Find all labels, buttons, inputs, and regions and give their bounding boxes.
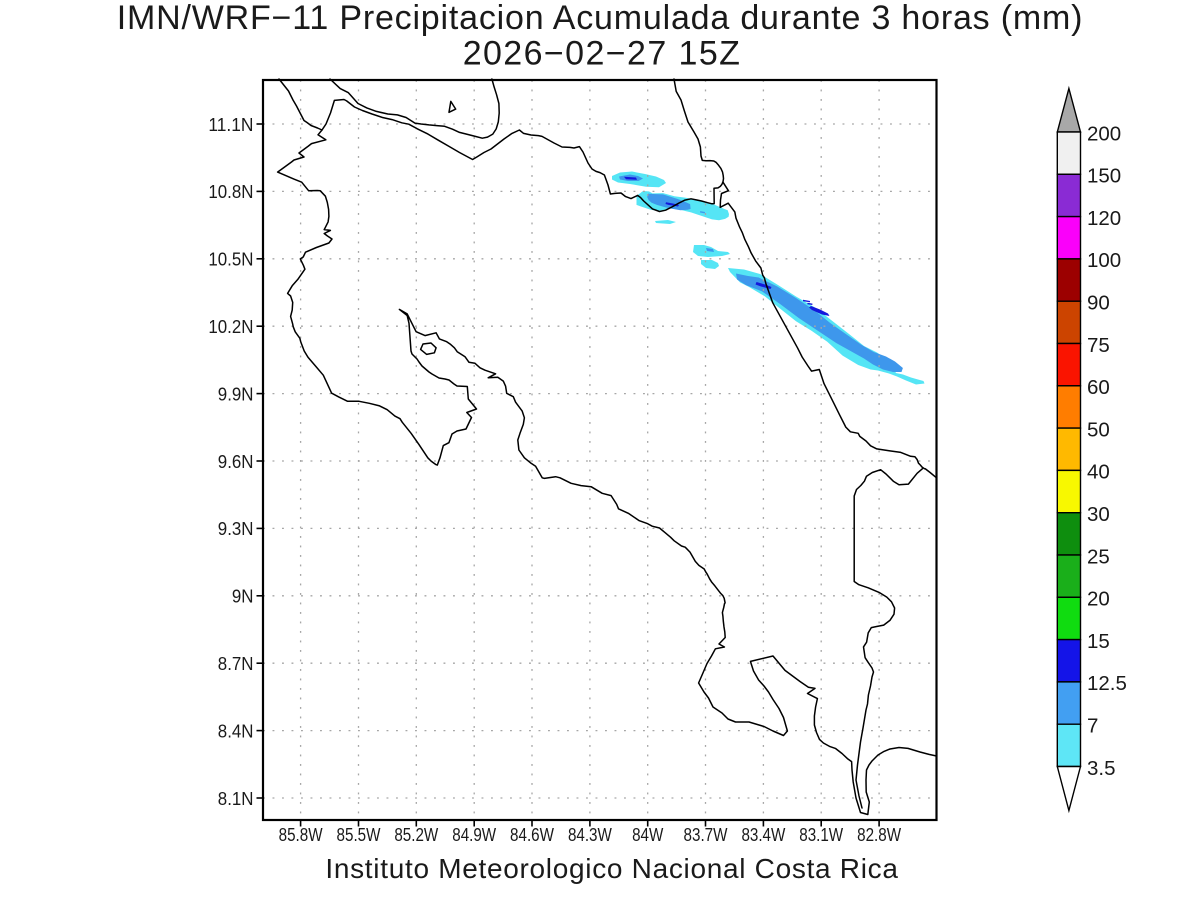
- svg-text:100: 100: [1087, 249, 1121, 272]
- svg-text:7: 7: [1087, 715, 1098, 738]
- svg-text:85.8W: 85.8W: [279, 825, 323, 845]
- svg-text:50: 50: [1087, 418, 1110, 441]
- svg-text:15: 15: [1087, 630, 1110, 653]
- svg-text:10.5N: 10.5N: [208, 250, 253, 270]
- svg-text:83.7W: 83.7W: [684, 825, 728, 845]
- svg-text:9.9N: 9.9N: [218, 384, 254, 404]
- svg-text:150: 150: [1087, 165, 1121, 188]
- svg-text:82.8W: 82.8W: [857, 825, 901, 845]
- svg-text:200: 200: [1087, 122, 1121, 145]
- svg-text:10.8N: 10.8N: [208, 182, 253, 202]
- svg-text:3.5: 3.5: [1087, 757, 1116, 780]
- svg-text:25: 25: [1087, 545, 1110, 568]
- svg-text:20: 20: [1087, 588, 1110, 611]
- svg-text:9.3N: 9.3N: [218, 519, 254, 539]
- svg-text:9.6N: 9.6N: [218, 452, 254, 472]
- svg-text:8.1N: 8.1N: [218, 789, 254, 809]
- svg-text:2026−02−27 15Z: 2026−02−27 15Z: [463, 35, 742, 73]
- svg-text:83.1W: 83.1W: [799, 825, 843, 845]
- svg-text:8.7N: 8.7N: [218, 654, 254, 674]
- svg-text:Instituto Meteorologico Nacion: Instituto Meteorologico Nacional Costa R…: [325, 853, 898, 884]
- svg-text:85.5W: 85.5W: [337, 825, 381, 845]
- svg-text:11.1N: 11.1N: [208, 115, 253, 135]
- svg-text:85.2W: 85.2W: [394, 825, 438, 845]
- svg-text:90: 90: [1087, 292, 1110, 315]
- svg-text:84.3W: 84.3W: [568, 825, 612, 845]
- svg-text:8.4N: 8.4N: [218, 721, 254, 741]
- svg-text:84W: 84W: [632, 825, 663, 845]
- svg-text:60: 60: [1087, 376, 1110, 399]
- svg-text:84.6W: 84.6W: [510, 825, 554, 845]
- svg-text:10.2N: 10.2N: [208, 317, 253, 337]
- svg-text:84.9W: 84.9W: [452, 825, 496, 845]
- svg-text:12.5: 12.5: [1087, 672, 1127, 695]
- svg-text:IMN/WRF−11 Precipitacion Acumu: IMN/WRF−11 Precipitacion Acumulada duran…: [117, 0, 1083, 37]
- svg-text:120: 120: [1087, 207, 1121, 230]
- svg-text:40: 40: [1087, 461, 1110, 484]
- svg-text:75: 75: [1087, 334, 1110, 357]
- svg-text:30: 30: [1087, 503, 1110, 526]
- svg-text:83.4W: 83.4W: [741, 825, 785, 845]
- svg-text:9N: 9N: [232, 587, 254, 607]
